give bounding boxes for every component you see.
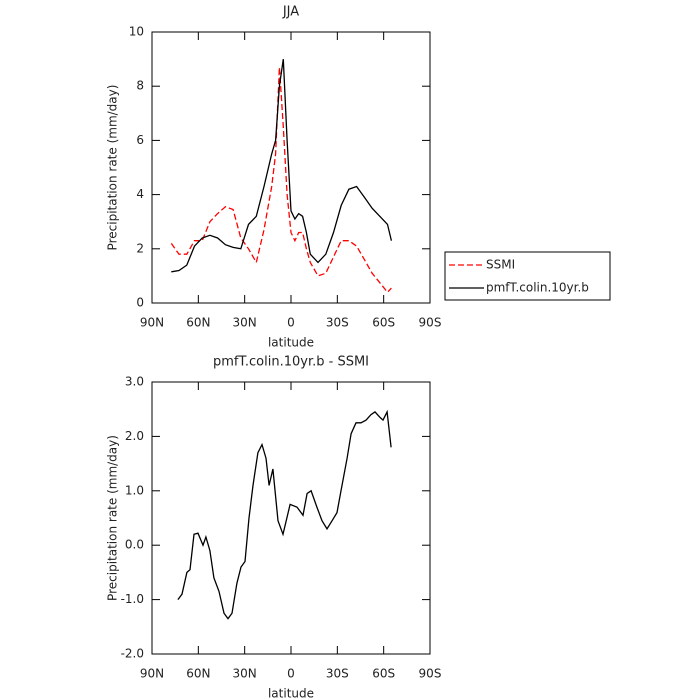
legend-label: SSMI bbox=[486, 258, 515, 272]
y-tick-label: 0.0 bbox=[125, 538, 144, 552]
legend-box bbox=[444, 251, 611, 301]
x-tick-label: 0 bbox=[287, 667, 295, 681]
data-line bbox=[177, 409, 392, 620]
x-axis-label: latitude bbox=[268, 336, 314, 350]
y-tick-label: 3.0 bbox=[125, 375, 144, 389]
x-tick-label: 30S bbox=[326, 667, 349, 681]
y-tick-label: 0 bbox=[136, 296, 144, 310]
x-tick-label: 60S bbox=[372, 316, 395, 330]
y-tick-label: 1.0 bbox=[125, 483, 144, 497]
x-tick-label: 60S bbox=[372, 667, 395, 681]
legend-label: pmfT.colin.10yr.b bbox=[486, 281, 589, 295]
y-axis-label: Precipitation rate (mm/day) bbox=[106, 85, 120, 251]
y-tick-label: -2.0 bbox=[121, 647, 144, 661]
x-axis-label: latitude bbox=[268, 687, 314, 700]
y-tick-label: 10 bbox=[129, 25, 144, 39]
x-tick-label: 60N bbox=[186, 316, 210, 330]
x-tick-label: 0 bbox=[287, 316, 295, 330]
x-tick-label: 90N bbox=[140, 667, 164, 681]
plot-frame bbox=[151, 381, 431, 655]
x-tick-label: 30S bbox=[326, 316, 349, 330]
x-tick-label: 90S bbox=[419, 316, 442, 330]
data-line bbox=[171, 59, 393, 273]
data-line bbox=[170, 67, 392, 294]
plot-frame bbox=[151, 31, 431, 304]
y-tick-label: 4 bbox=[136, 187, 144, 201]
y-tick-label: 8 bbox=[136, 79, 144, 93]
x-tick-label: 90N bbox=[140, 316, 164, 330]
x-tick-label: 90S bbox=[419, 667, 442, 681]
chart-title: pmfT.colin.10yr.b - SSMI bbox=[213, 355, 369, 370]
y-axis-label: Precipitation rate (mm/day) bbox=[106, 435, 120, 601]
x-tick-label: 30N bbox=[233, 667, 257, 681]
chart-title: JJA bbox=[282, 5, 299, 20]
y-tick-label: 2.0 bbox=[125, 429, 144, 443]
x-tick-label: 60N bbox=[186, 667, 210, 681]
y-tick-label: 2 bbox=[136, 241, 144, 255]
x-tick-label: 30N bbox=[233, 316, 257, 330]
y-tick-label: 6 bbox=[136, 133, 144, 147]
y-tick-label: -1.0 bbox=[121, 592, 144, 606]
